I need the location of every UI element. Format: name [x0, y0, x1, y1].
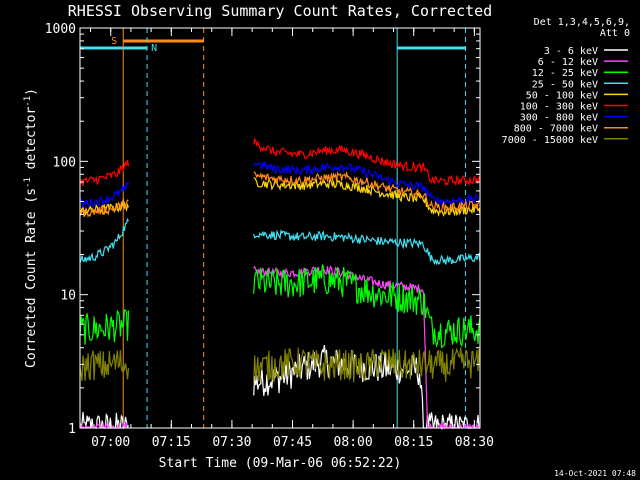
- series-line-4: [79, 177, 481, 218]
- y-tick-label-2: 100: [53, 155, 76, 170]
- series-line-2: [79, 264, 481, 348]
- y-axis-label-close: ): [24, 88, 39, 96]
- legend-label-0: 3 - 6 keV: [544, 46, 598, 57]
- series-4: [79, 177, 481, 218]
- legend-label-7: 800 - 7000 keV: [514, 124, 598, 135]
- y-axis-label-tail: detector: [24, 107, 39, 178]
- y-tick-label-1: 10: [60, 289, 76, 304]
- x-tick-label-2: 07:30: [212, 435, 251, 450]
- legend-label-1: 6 - 12 keV: [538, 57, 598, 68]
- saa-label: S: [111, 36, 117, 47]
- series-7: [79, 171, 481, 218]
- y-tick-label-0: 1: [68, 422, 76, 437]
- y-axis-label-main: Corrected Count Rate (s: [24, 188, 39, 368]
- series-5: [79, 137, 481, 187]
- x-axis: 07:00 07:15 07:30 07:45 08:00 08:15 08:30: [90, 28, 494, 450]
- series-6: [79, 161, 481, 209]
- footer-timestamp: 14-Oct-2021 07:48: [554, 469, 636, 478]
- y-axis: 1 10 100 1000: [45, 22, 480, 437]
- legend-label-3: 25 - 50 keV: [532, 79, 598, 90]
- x-tick-label-6: 08:30: [455, 435, 494, 450]
- x-tick-label-5: 08:15: [394, 435, 433, 450]
- series-line-8: [79, 347, 481, 384]
- y-axis-label-sup-1: -1: [23, 177, 33, 188]
- series-2: [79, 264, 481, 348]
- plot-frame: [79, 27, 481, 429]
- x-tick-label-1: 07:15: [152, 435, 191, 450]
- legend-label-2: 12 - 25 keV: [532, 68, 598, 79]
- legend-label-5: 100 - 300 keV: [520, 102, 598, 113]
- attenuator-flags: SN: [80, 36, 466, 54]
- y-tick-label-3: 1000: [45, 22, 76, 37]
- night-label: N: [151, 43, 157, 54]
- series-line-5: [79, 137, 481, 187]
- series-8: [79, 347, 481, 384]
- series-line-6: [79, 161, 481, 209]
- x-tick-label-3: 07:45: [273, 435, 312, 450]
- legend-label-4: 50 - 100 keV: [526, 90, 598, 101]
- y-axis-label-sup-2: -1: [23, 96, 33, 107]
- x-axis-label: Start Time (09-Mar-06 06:52:22): [159, 456, 402, 471]
- legend-label-6: 300 - 800 keV: [520, 113, 598, 124]
- legend-header-1: Att 0: [600, 28, 630, 39]
- series-line-7: [79, 171, 481, 218]
- chart-title: RHESSI Observing Summary Count Rates, Co…: [68, 2, 492, 20]
- legend-header-0: Det 1,3,4,5,6,9,: [534, 17, 630, 28]
- x-tick-label-4: 08:00: [334, 435, 373, 450]
- legend-label-8: 7000 - 15000 keV: [502, 135, 598, 146]
- series-3: [79, 218, 481, 266]
- series-line-3: [79, 218, 481, 266]
- y-axis-label: Corrected Count Rate (s-1 detector-1): [23, 88, 39, 368]
- x-tick-label-0: 07:00: [91, 435, 130, 450]
